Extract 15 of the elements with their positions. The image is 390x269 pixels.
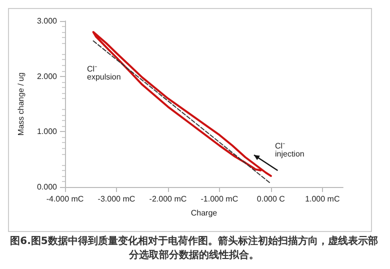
y-tick-label: 0.000	[36, 182, 58, 192]
y-tick-label: 3.000	[36, 16, 58, 26]
y-tick-label: 1.000	[36, 127, 58, 136]
x-tick-label: -2.000 mC	[149, 194, 187, 204]
x-axis-title: Charge	[190, 208, 218, 218]
y-axis-title: Mass change / ug	[16, 72, 26, 136]
x-tick-label: -4.000 mC	[46, 194, 84, 204]
caption: 图6.图5数据中得到质量变化相对于电荷作图。箭头标注初始扫描方向，虚线表示部分选取部分数据的线性拟合。	[9, 235, 379, 263]
x-tick-label: 0.000 C	[256, 194, 286, 204]
x-tick-label: -3.000 mC	[98, 194, 136, 204]
x-tick-label: 1.000 mC	[305, 194, 340, 204]
x-tick-label: -1.000 mC	[200, 194, 238, 204]
y-tick-label: 2.000	[36, 72, 58, 81]
annotation: Cl⁻ expulsion	[87, 64, 121, 82]
annotation: Cl⁻ injection	[275, 142, 304, 158]
